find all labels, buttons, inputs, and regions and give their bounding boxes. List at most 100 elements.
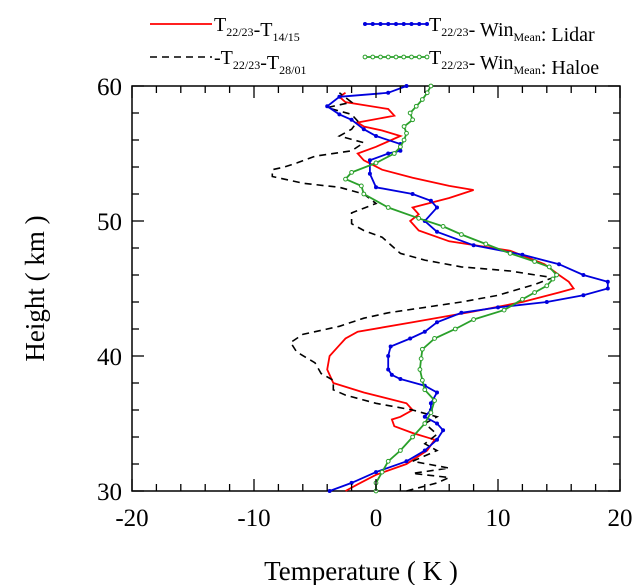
series-point-s3: [386, 151, 391, 156]
series-point-s3: [327, 489, 332, 493]
series-point-s4: [417, 367, 423, 372]
legend-label-s2: -T22/23-T28/01: [214, 47, 306, 77]
series-point-s4: [507, 251, 513, 256]
series-point-s4: [432, 336, 437, 341]
x-tick-label: 20: [608, 505, 633, 532]
series-point-s4: [416, 215, 422, 221]
series-point-s4: [440, 224, 446, 229]
legend-label-s4: T22/23- WinMean: Haloe: [429, 47, 599, 79]
series-point-s4: [459, 232, 464, 237]
series-point-s4: [373, 160, 379, 166]
series-point-s3: [496, 305, 500, 310]
legend-marker-s3: [394, 22, 398, 26]
series-point-s4: [471, 317, 477, 322]
series-point-s3: [581, 293, 586, 298]
plot-area: -20 -10 0 10 20 30 40 50 60: [97, 74, 633, 532]
series-point-s4: [422, 421, 428, 426]
series-point-s4: [546, 264, 552, 270]
series-point-s4: [483, 241, 489, 247]
legend-marker-s3: [425, 22, 429, 26]
series-point-s4: [401, 137, 407, 143]
series-point-s4: [422, 387, 428, 393]
series-point-s4: [419, 97, 425, 102]
series-point-s3: [459, 310, 464, 315]
series-point-s3: [374, 185, 378, 190]
series-point-s3: [325, 104, 330, 109]
series-point-s3: [337, 94, 342, 99]
series-point-s4: [398, 448, 403, 453]
series-point-s3: [544, 300, 549, 304]
series-point-s4: [398, 144, 403, 150]
series-point-s4: [419, 346, 425, 352]
series-point-s3: [471, 243, 476, 248]
series-point-s3: [349, 117, 354, 122]
x-axis-ticks: -20 -10 0 10 20: [115, 86, 633, 532]
series-line-s2: [271, 92, 557, 492]
series-point-s4: [413, 103, 419, 109]
series-point-s3: [520, 252, 525, 257]
series-point-s3: [389, 372, 394, 377]
series-point-s3: [605, 286, 610, 291]
legend-label-s3: T22/23- WinMean: Lidar: [429, 14, 595, 46]
series-point-s4: [532, 290, 537, 295]
series-point-s3: [435, 229, 439, 234]
series-point-s3: [386, 90, 391, 95]
series-point-s4: [343, 176, 348, 182]
legend-marker-s4: [362, 54, 368, 60]
series-point-s3: [422, 329, 427, 334]
series-point-s4: [419, 377, 425, 383]
legend-marker-s4: [416, 54, 422, 60]
series-line-s1: [326, 92, 576, 492]
series-point-s3: [386, 367, 391, 372]
series-point-s3: [374, 470, 378, 475]
series-point-s3: [367, 158, 372, 163]
series-point-s4: [428, 410, 434, 416]
legend-marker-s4: [424, 54, 430, 60]
series-point-s4: [432, 398, 437, 403]
series-point-s3: [422, 414, 427, 419]
series-point-s4: [410, 434, 416, 440]
series-point-s4: [385, 458, 391, 464]
series-point-s4: [385, 205, 391, 210]
series-point-s4: [532, 259, 537, 264]
series-point-s4: [452, 326, 458, 332]
series-point-s4: [554, 272, 559, 278]
legend-marker-s3: [363, 22, 367, 26]
x-tick-label: 0: [370, 505, 383, 532]
series-point-s4: [418, 356, 424, 362]
series-point-s3: [428, 401, 433, 406]
legend-marker-s4: [370, 54, 376, 60]
series-point-s4: [550, 276, 556, 282]
series-point-s3: [408, 336, 413, 341]
series-point-s4: [401, 124, 407, 129]
series-point-s3: [386, 354, 391, 358]
series-point-s3: [349, 480, 354, 485]
series-point-s4: [358, 183, 364, 189]
x-tick-label: -20: [115, 505, 148, 532]
series-point-s4: [407, 110, 413, 116]
legend-marker-s3: [386, 22, 391, 26]
series-point-s3: [422, 448, 427, 453]
series-point-s3: [398, 148, 403, 153]
series-point-s3: [388, 344, 393, 349]
series-point-s3: [404, 459, 409, 464]
legend-marker-s4: [378, 54, 383, 60]
y-axis-ticks: 30 40 50 60: [97, 74, 620, 506]
series-line-s3: [325, 85, 609, 492]
series-point-s3: [361, 127, 366, 132]
legend-marker-s3: [417, 22, 422, 26]
series-point-s3: [435, 390, 439, 395]
series-point-s4: [379, 469, 385, 475]
series-point-s3: [428, 198, 433, 203]
series-point-s3: [435, 437, 439, 442]
series-point-s3: [410, 192, 415, 196]
series-point-s4: [391, 151, 397, 156]
legend-marker-s4: [385, 54, 391, 60]
series-point-s3: [605, 279, 610, 284]
series-point-s3: [367, 171, 372, 176]
series-point-s4: [404, 130, 409, 136]
legend-marker-s4: [393, 54, 399, 60]
x-axis-label: Temperature ( K ): [264, 556, 458, 585]
series-point-s4: [410, 117, 416, 123]
legend-marker-s3: [378, 22, 383, 26]
